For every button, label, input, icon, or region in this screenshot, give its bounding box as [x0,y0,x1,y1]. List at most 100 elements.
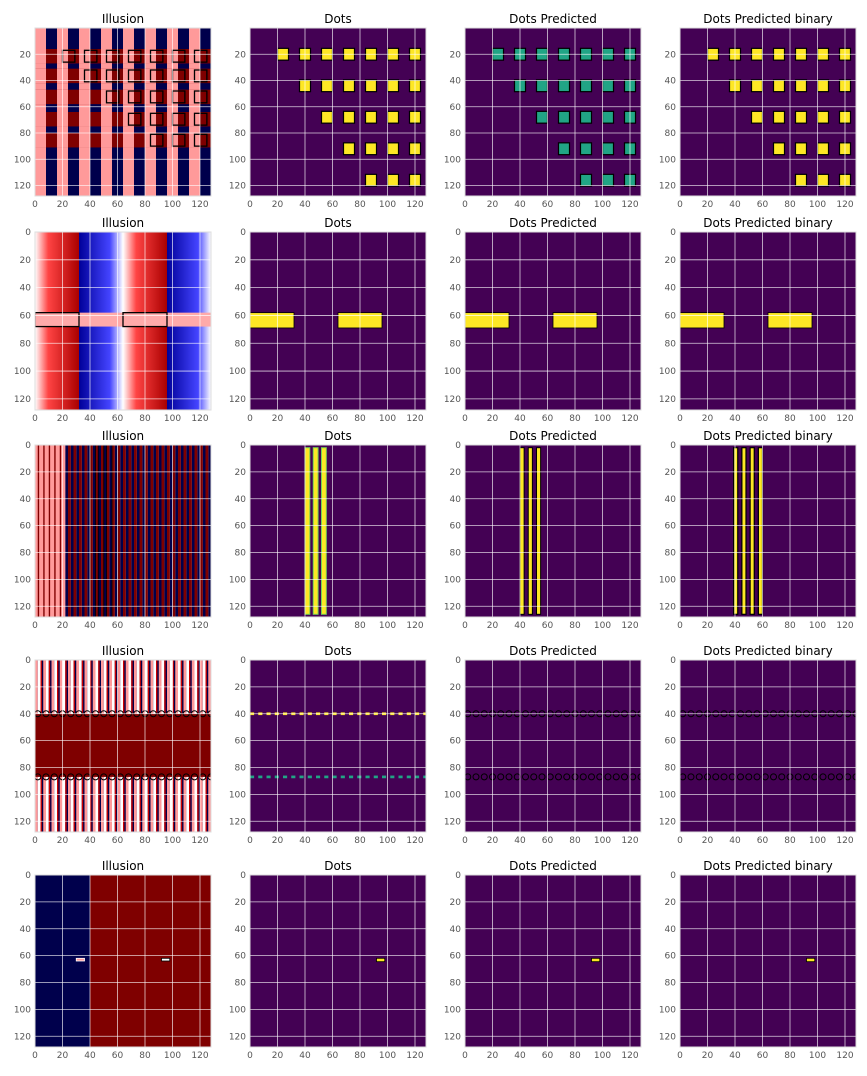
y-tick-label: 80 [665,129,677,139]
dot-mark [852,773,856,781]
dot-mark [563,773,571,781]
y-tick-label: 60 [665,311,677,321]
dot-mark [794,773,802,781]
y-tick-label: 100 [659,155,676,165]
y-tick-label: 60 [450,952,462,962]
bar-mark [757,447,764,615]
x-tick-label: 120 [621,1051,638,1061]
y-tick-label: 80 [235,339,247,349]
illusion-outline [193,69,208,83]
panel-frame [249,444,427,618]
dot-mark [555,773,562,781]
dot-mark [745,773,753,781]
x-tick-label: 20 [702,200,714,210]
plot-background [465,445,641,617]
panel-title: Dots [324,12,352,26]
x-tick-label: 80 [569,414,581,424]
dot-mark [579,173,593,187]
y-tick-label: 80 [20,764,32,774]
dot-mark [816,79,830,93]
illusion-line [54,445,56,617]
panel-body [680,28,856,196]
illusion-line [189,445,192,617]
y-tick-label: 0 [455,441,461,451]
x-tick-label: 40 [729,200,741,210]
x-tick-label: 120 [406,836,423,846]
y-tick-label: 40 [20,77,32,87]
x-tick-label: 100 [594,414,611,424]
x-tick-label: 60 [542,200,554,210]
dot-mark [695,773,703,781]
illusion-circle [67,773,75,781]
y-tick-label: 0 [25,441,31,451]
x-tick-label: 0 [247,621,253,631]
x-tick-label: 40 [729,836,741,846]
x-tick-label: 0 [32,1051,38,1061]
illusion-line [106,445,110,617]
x-tick-label: 20 [272,200,284,210]
x-tick-label: 20 [272,836,284,846]
x-tick-label: 0 [247,1051,253,1061]
y-tick-label: 60 [450,311,462,321]
dot-mark [364,142,378,156]
panel-frame [34,659,212,833]
x-tick-label: 100 [594,200,611,210]
x-tick-label: 0 [677,414,683,424]
y-tick-label: 0 [25,228,31,238]
y-tick-label: 0 [455,228,461,238]
y-tick-label: 20 [235,256,247,266]
x-tick-label: 60 [542,1051,554,1061]
y-tick-label: 40 [665,284,677,294]
plot-background [250,28,426,196]
x-tick-label: 120 [836,836,853,846]
y-tick-label: 80 [450,979,462,989]
illusion-circle [50,773,58,781]
x-tick-label: 80 [354,621,366,631]
dot-mark [579,110,593,124]
panel-frame [464,659,642,833]
y-tick-label: 80 [665,764,677,774]
illusion-line [84,445,88,617]
y-tick-label: 60 [20,737,32,747]
y-tick-label: 120 [444,395,461,405]
x-tick-label: 0 [462,836,468,846]
y-tick-label: 0 [25,871,31,881]
dot-mark [535,79,549,93]
x-tick-label: 0 [32,621,38,631]
illusion-outline [149,90,164,104]
dot-mark [712,773,720,781]
y-tick-label: 40 [20,710,32,720]
y-tick-label: 20 [20,256,32,266]
illusion-outline [105,49,120,63]
y-tick-label: 0 [25,656,31,666]
dot-mark [386,142,400,156]
y-tick-label: 20 [20,50,32,60]
x-tick-label: 100 [809,836,826,846]
panel-body [465,445,641,617]
plot-background [680,445,856,617]
y-tick-label: 20 [665,898,677,908]
panel-title: Dots Predicted binary [703,216,832,230]
x-tick-label: 20 [702,414,714,424]
illusion-circle [35,773,42,781]
dot-mark [349,775,354,779]
illusion-circle [133,773,141,781]
y-tick-label: 80 [235,129,247,139]
x-tick-label: 100 [164,836,181,846]
illusion-circle [100,773,108,781]
illusion-circle [207,773,211,781]
illusion-line [150,445,154,617]
x-tick-label: 20 [487,1051,499,1061]
y-tick-label: 20 [235,683,247,693]
illusion-line [90,445,93,617]
y-tick-label: 100 [14,1005,31,1015]
x-tick-label: 0 [247,200,253,210]
x-tick-label: 0 [247,414,253,424]
x-tick-label: 0 [677,621,683,631]
x-tick-label: 120 [836,414,853,424]
y-tick-label: 120 [229,817,246,827]
y-tick-label: 20 [665,256,677,266]
